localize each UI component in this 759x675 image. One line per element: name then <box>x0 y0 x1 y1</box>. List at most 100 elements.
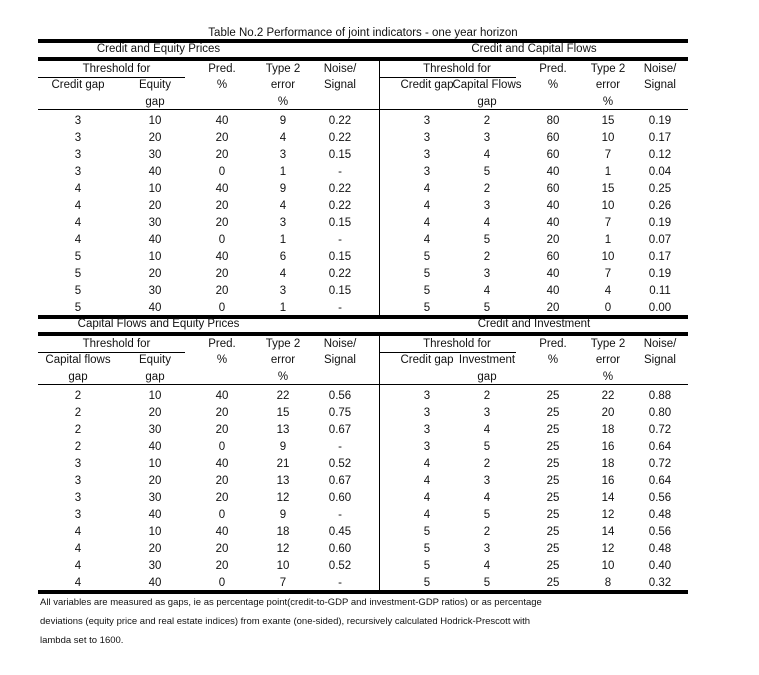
cell-type2-error: 20 <box>601 407 615 419</box>
cell-type2-error: 14 <box>601 492 615 504</box>
cell-threshold-1: 4 <box>74 560 82 572</box>
type2-header-unit: % <box>277 371 289 383</box>
cell-threshold-2: 2 <box>483 251 491 263</box>
cell-pred-pct: 40 <box>215 390 229 402</box>
cell-noise-signal: 0.48 <box>648 509 672 521</box>
cell-noise-signal: - <box>338 302 342 314</box>
type2-header-unit: % <box>277 96 289 108</box>
cell-threshold-2: 40 <box>148 166 162 178</box>
cell-noise-signal: 0.22 <box>328 268 352 280</box>
cell-threshold-2: 4 <box>483 492 491 504</box>
cell-noise-signal: - <box>338 441 342 453</box>
cell-threshold-2: 3 <box>483 268 491 280</box>
cell-pred-pct: 25 <box>546 424 560 436</box>
cell-type2-error: 16 <box>601 441 615 453</box>
cell-type2-error: 3 <box>279 149 287 161</box>
cell-threshold-1: 2 <box>74 441 82 453</box>
cell-pred-pct: 40 <box>546 285 560 297</box>
threshold-header: Threshold for <box>423 63 491 75</box>
cell-threshold-2: 4 <box>483 285 491 297</box>
cell-pred-pct: 60 <box>546 251 560 263</box>
cell-type2-error: 0 <box>604 302 612 314</box>
cell-threshold-1: 4 <box>74 577 82 589</box>
cell-noise-signal: 0.17 <box>648 251 672 263</box>
pred-header: Pred. <box>208 63 236 75</box>
header-rule <box>38 109 379 110</box>
cell-noise-signal: 0.80 <box>648 407 672 419</box>
cell-noise-signal: 0.19 <box>648 268 672 280</box>
cell-noise-signal: 0.07 <box>648 234 672 246</box>
cell-threshold-1: 5 <box>423 285 431 297</box>
cell-pred-pct: 40 <box>546 166 560 178</box>
noise-header: Noise/ <box>643 63 677 75</box>
noise-header: Noise/ <box>323 338 357 350</box>
col2-header-line2: gap <box>145 96 165 108</box>
cell-pred-pct: 25 <box>546 407 560 419</box>
cell-threshold-2: 20 <box>148 200 162 212</box>
cell-type2-error: 22 <box>601 390 615 402</box>
thick-rule <box>38 315 688 319</box>
cell-noise-signal: 0.22 <box>328 200 352 212</box>
cell-threshold-2: 5 <box>483 509 491 521</box>
col1-header: Credit gap <box>400 354 454 366</box>
cell-threshold-2: 20 <box>148 132 162 144</box>
cell-pred-pct: 40 <box>215 115 229 127</box>
col2-header: Capital Flows <box>452 79 522 91</box>
cell-pred-pct: 25 <box>546 492 560 504</box>
cell-threshold-2: 3 <box>483 132 491 144</box>
cell-type2-error: 12 <box>601 543 615 555</box>
cell-noise-signal: 0.64 <box>648 475 672 487</box>
cell-noise-signal: 0.75 <box>328 407 352 419</box>
cell-type2-error: 6 <box>279 251 287 263</box>
cell-threshold-2: 10 <box>148 251 162 263</box>
cell-threshold-2: 2 <box>483 526 491 538</box>
cell-pred-pct: 40 <box>215 458 229 470</box>
col2-header: Investment <box>458 354 516 366</box>
cell-threshold-2: 40 <box>148 302 162 314</box>
cell-type2-error: 12 <box>276 543 290 555</box>
cell-threshold-1: 3 <box>74 132 82 144</box>
cell-type2-error: 21 <box>276 458 290 470</box>
cell-type2-error: 15 <box>601 183 615 195</box>
cell-threshold-1: 4 <box>423 492 431 504</box>
cell-pred-pct: 20 <box>215 492 229 504</box>
cell-pred-pct: 0 <box>218 302 226 314</box>
threshold-header: Threshold for <box>82 63 151 75</box>
cell-threshold-2: 4 <box>483 424 491 436</box>
threshold-underline <box>380 77 516 78</box>
cell-threshold-1: 4 <box>74 543 82 555</box>
cell-threshold-2: 5 <box>483 577 491 589</box>
cell-threshold-1: 3 <box>423 149 431 161</box>
cell-threshold-2: 20 <box>148 268 162 280</box>
cell-noise-signal: 0.48 <box>648 543 672 555</box>
cell-threshold-1: 3 <box>423 390 431 402</box>
cell-noise-signal: - <box>338 234 342 246</box>
cell-type2-error: 9 <box>279 509 287 521</box>
cell-pred-pct: 40 <box>546 268 560 280</box>
cell-threshold-2: 40 <box>148 577 162 589</box>
cell-threshold-1: 4 <box>423 509 431 521</box>
type2-header: Type 2 <box>590 63 626 75</box>
cell-type2-error: 9 <box>279 441 287 453</box>
cell-pred-pct: 20 <box>215 475 229 487</box>
header-rule <box>380 109 688 110</box>
pred-header: Pred. <box>208 338 236 350</box>
cell-type2-error: 15 <box>601 115 615 127</box>
cell-pred-pct: 40 <box>215 526 229 538</box>
cell-pred-pct: 25 <box>546 475 560 487</box>
cell-pred-pct: 25 <box>546 458 560 470</box>
cell-pred-pct: 40 <box>546 200 560 212</box>
pred-header-unit: % <box>216 354 228 366</box>
cell-threshold-1: 4 <box>74 217 82 229</box>
cell-pred-pct: 20 <box>215 407 229 419</box>
cell-type2-error: 10 <box>601 200 615 212</box>
thick-rule <box>38 332 688 336</box>
noise-header: Noise/ <box>323 63 357 75</box>
cell-threshold-2: 4 <box>483 560 491 572</box>
cell-pred-pct: 20 <box>215 149 229 161</box>
cell-threshold-2: 10 <box>148 526 162 538</box>
cell-pred-pct: 25 <box>546 509 560 521</box>
cell-threshold-1: 4 <box>74 200 82 212</box>
cell-pred-pct: 20 <box>215 200 229 212</box>
